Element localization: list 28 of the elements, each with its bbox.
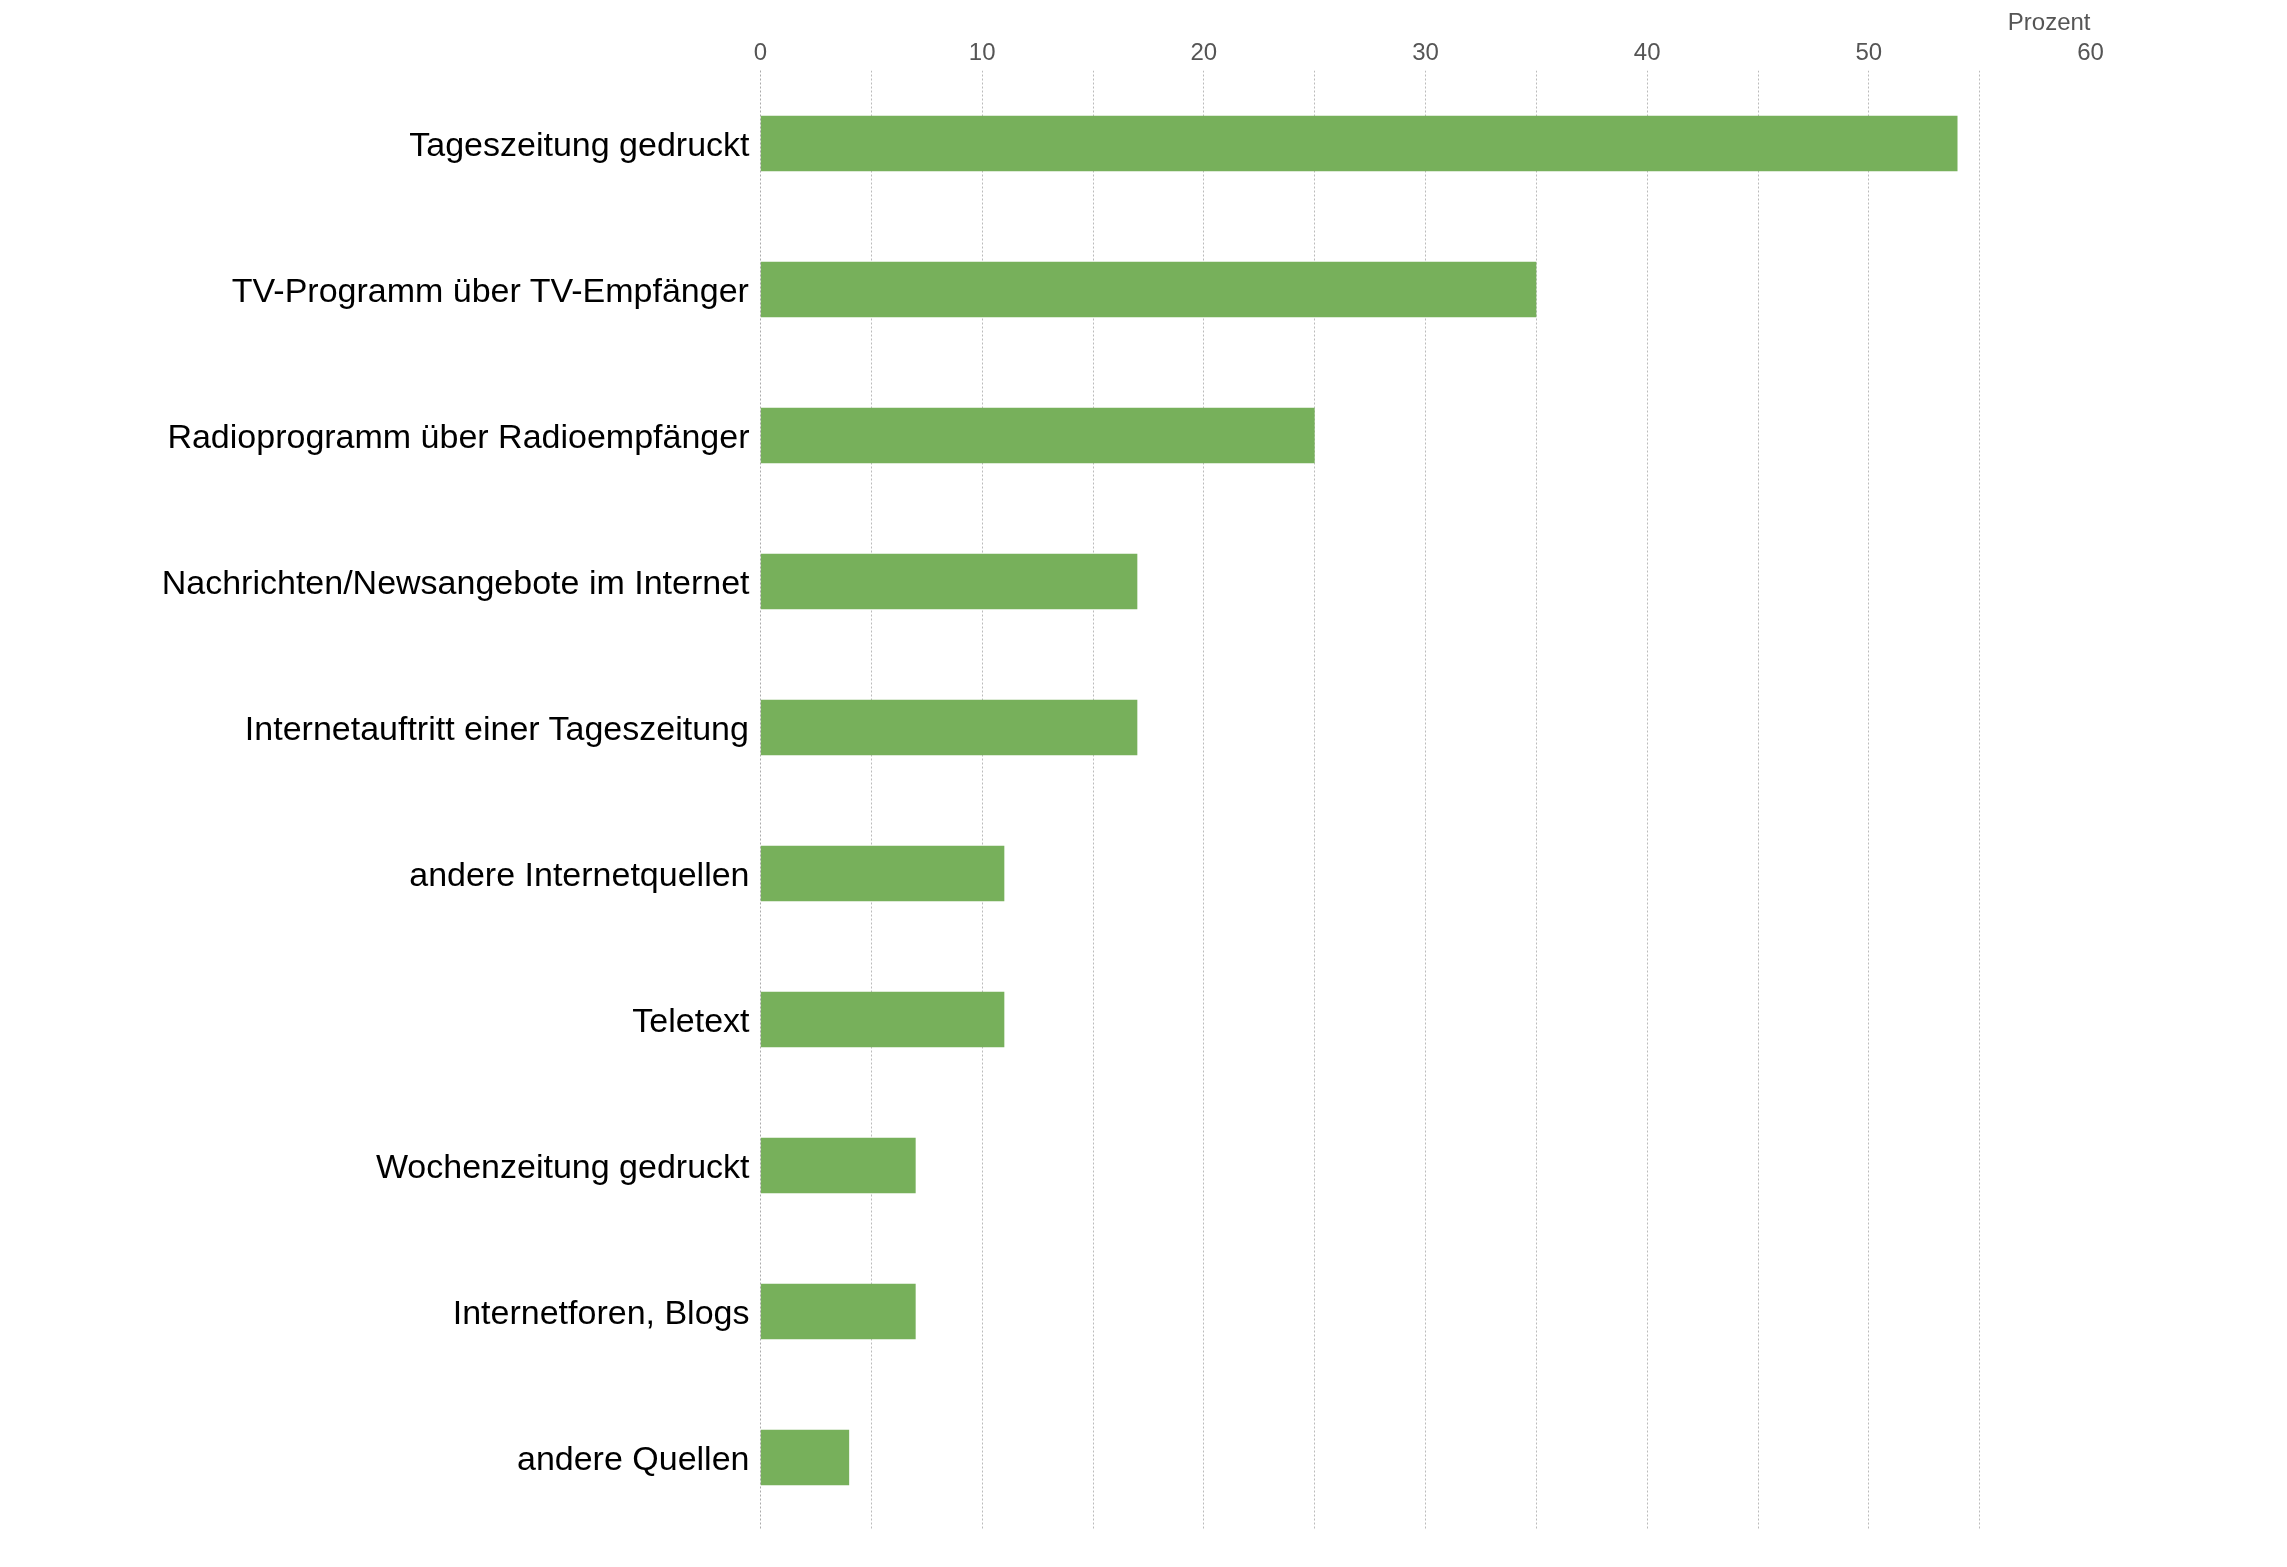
bar <box>760 115 1958 172</box>
y-tick-label: andere Quellen <box>517 1438 750 1477</box>
x-axis-title: Prozent <box>2007 7 2091 35</box>
bar <box>760 1429 850 1486</box>
bar <box>760 699 1138 756</box>
y-tick-label: andere Internetquellen <box>409 854 750 893</box>
y-tick-label: Internetforen, Blogs <box>452 1292 750 1331</box>
bar <box>760 845 1005 902</box>
x-tick-label: 10 <box>968 37 996 65</box>
y-tick-label: Radioprogramm über Radioempfänger <box>167 416 750 455</box>
x-tick-label: 60 <box>2077 37 2104 65</box>
y-tick-label: TV-Programm über TV-Empfänger <box>231 270 749 309</box>
y-tick-label: Internetauftritt einer Tageszeitung <box>244 708 749 747</box>
x-tick-label: 0 <box>753 37 768 65</box>
bar <box>760 553 1138 610</box>
x-tick-label: 30 <box>1412 37 1439 65</box>
y-tick-label: Tageszeitung gedruckt <box>409 124 751 163</box>
x-tick-label: 50 <box>1855 37 1883 65</box>
bar <box>760 407 1315 464</box>
bar <box>760 1283 916 1340</box>
bar <box>760 991 1005 1048</box>
bar <box>760 261 1537 318</box>
x-tick-label: 20 <box>1190 37 1218 65</box>
x-tick-label: 40 <box>1633 37 1661 65</box>
y-tick-label: Wochenzeitung gedruckt <box>375 1146 751 1185</box>
bar <box>760 1137 916 1194</box>
y-tick-label: Nachrichten/Newsangebote im Internet <box>161 562 751 601</box>
y-tick-label: Teletext <box>632 1000 751 1039</box>
